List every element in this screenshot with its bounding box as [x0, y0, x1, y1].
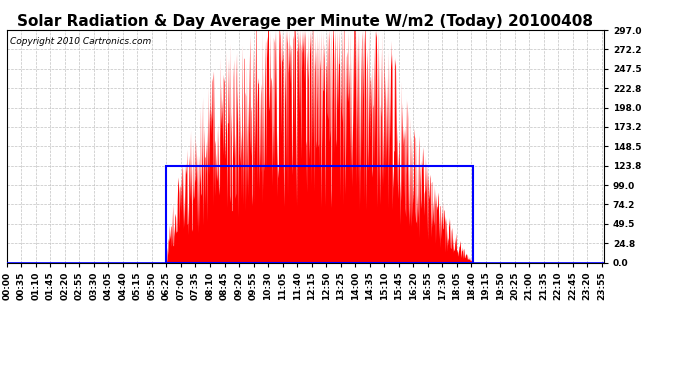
Bar — [166, 166, 473, 262]
Text: Copyright 2010 Cartronics.com: Copyright 2010 Cartronics.com — [10, 37, 151, 46]
Title: Solar Radiation & Day Average per Minute W/m2 (Today) 20100408: Solar Radiation & Day Average per Minute… — [17, 14, 593, 29]
